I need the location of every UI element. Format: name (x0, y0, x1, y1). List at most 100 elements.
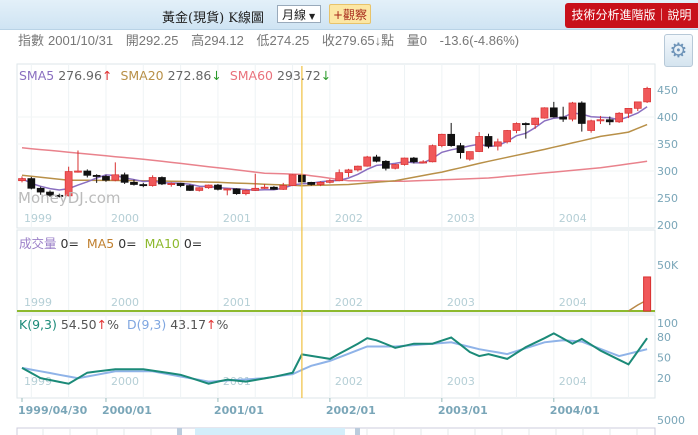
k-line (21, 332, 648, 385)
price-axis-label: 250 (657, 192, 678, 205)
candle (242, 189, 250, 196)
candle (120, 172, 129, 184)
price-axis-label: 450 (657, 84, 678, 97)
price-axis-label: 400 (657, 111, 678, 124)
candle-body (587, 120, 595, 131)
candle-body (102, 176, 110, 181)
date-label: 2000/01 (102, 404, 152, 417)
price-axis-label: 200 (657, 219, 678, 232)
year-label: 1999 (24, 212, 52, 225)
top-bar: 黃金(現貨) K線圖 月線 ▼ +觀察 技術分析進階版｜說明 (0, 0, 698, 30)
candle-body (195, 187, 204, 191)
k-label: K(9,3) (19, 317, 57, 332)
sma20-label: SMA20 (120, 68, 164, 83)
navigator-axis-label[interactable]: 5000 (657, 414, 685, 427)
candle (148, 175, 157, 187)
d-arrow-icon: ↑ (206, 317, 217, 332)
candle (46, 190, 54, 197)
volume-legend: 成交量 0= MA5 0= MA10 0= (19, 233, 202, 252)
year-label: 2001 (223, 296, 251, 309)
candle-body (363, 156, 372, 167)
year-label: 1999 (24, 296, 52, 309)
navigator-selection[interactable] (195, 428, 345, 435)
date-label: 2004/01 (550, 404, 600, 417)
candle-body (484, 136, 493, 147)
sma60-line (21, 147, 648, 183)
candle-body (326, 180, 334, 183)
candle-body (419, 161, 428, 164)
sma20-value: 272.86 (167, 68, 212, 83)
vol-ma5-value: 0= (118, 236, 137, 251)
candle (615, 112, 623, 123)
d-unit: % (216, 317, 229, 332)
volume-panel (16, 229, 656, 314)
navigator-left-handle[interactable] (177, 428, 182, 435)
kd-axis-label: 80 (657, 331, 671, 344)
candle-body (64, 171, 73, 197)
price-axis-label: 350 (657, 138, 678, 151)
candle (456, 142, 465, 159)
volume-bar (643, 276, 652, 312)
info-close: 收279.65↓點 (321, 33, 395, 48)
period-select-value: 月線 (282, 8, 307, 22)
sma5-label: SMA5 (19, 68, 55, 83)
candle-body (428, 145, 437, 163)
info-volume: 量0 (406, 33, 428, 48)
candle-body (624, 108, 633, 114)
chart-title: 黃金(現貨) K線圖 (162, 11, 264, 26)
d-value: 43.17 (170, 317, 207, 332)
sma60-label: SMA60 (229, 68, 274, 83)
candle (521, 122, 530, 139)
candle-body (148, 177, 157, 186)
add-watch-button[interactable]: +觀察 (329, 4, 371, 24)
candle-body (130, 181, 138, 185)
candle-body (186, 185, 194, 191)
candle-body (223, 188, 232, 191)
candle-body (251, 187, 260, 191)
candle-body (279, 185, 288, 190)
candle (354, 165, 362, 172)
candle-body (615, 112, 623, 123)
candle (605, 116, 614, 126)
candle-body (633, 101, 642, 109)
navigator-right-handle[interactable] (355, 428, 360, 435)
candle (27, 176, 36, 190)
year-label: 2000 (111, 296, 139, 309)
kd-axis-label: 100 (657, 317, 678, 330)
candle (130, 179, 138, 186)
candle (410, 156, 418, 164)
candle (549, 101, 558, 118)
candle (484, 133, 493, 149)
sma5-value: 276.96 (58, 68, 102, 83)
candle (577, 101, 586, 132)
k-unit: % (107, 317, 119, 332)
candle-body (83, 170, 92, 176)
advanced-analysis-button[interactable]: 技術分析進階版｜說明 (565, 3, 698, 28)
candle (587, 119, 595, 133)
candle-body (475, 136, 484, 152)
candle-body (493, 141, 502, 147)
candle-body (577, 102, 586, 124)
candle-body (55, 194, 64, 197)
d-label: D(9,3) (126, 317, 167, 332)
candle (288, 174, 297, 187)
settings-button[interactable]: ⚙ (664, 34, 693, 67)
candle (540, 107, 549, 119)
candle (633, 101, 642, 112)
candle-body (307, 181, 316, 185)
quote-info-line: 指數 2001/10/31 開292.25 高294.12 低274.25 收27… (18, 30, 528, 49)
period-select[interactable]: 月線 ▼ (277, 5, 321, 23)
candle-body (27, 178, 36, 189)
candle (176, 182, 185, 188)
candle-body (92, 174, 101, 177)
sma60-value: 293.72 (277, 68, 321, 83)
candle-body (438, 133, 446, 146)
candle (568, 101, 577, 122)
candle (465, 151, 474, 161)
candle (326, 179, 334, 184)
candle (64, 166, 73, 197)
candle (335, 169, 344, 182)
candle-body (335, 172, 344, 182)
candle (419, 160, 428, 164)
